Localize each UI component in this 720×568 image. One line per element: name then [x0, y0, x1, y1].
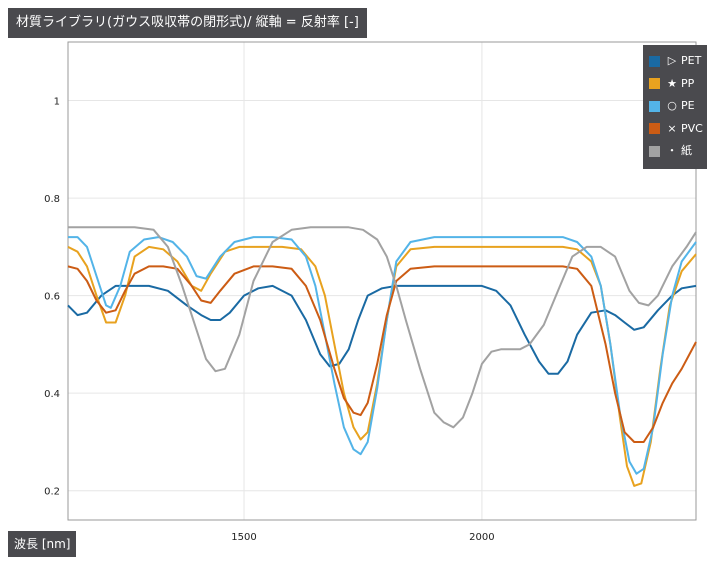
- chart-title: 材質ライブラリ(ガウス吸収帯の閉形式)/ 縦軸 = 反射率 [-]: [8, 8, 367, 38]
- legend-label: PET: [681, 54, 702, 67]
- legend-item[interactable]: ★ PP: [649, 76, 694, 92]
- series-layer: [67, 226, 697, 487]
- legend-marker: ★: [667, 76, 677, 90]
- legend: ▷ PET ★ PP ○ PE × PVC ・紙: [643, 45, 707, 169]
- series-line-2: [68, 236, 697, 475]
- x-axis-label: 波長 [nm]: [8, 531, 77, 557]
- y-tick-label: 0.2: [44, 487, 60, 498]
- legend-swatch: [649, 123, 660, 134]
- legend-swatch: [649, 78, 660, 89]
- legend-label: 紙: [681, 144, 692, 157]
- x-tick-label: 2000: [469, 532, 494, 543]
- legend-marker: ▷: [667, 54, 677, 67]
- grid-lines: [68, 42, 696, 520]
- legend-item[interactable]: ・紙: [649, 143, 692, 159]
- y-tick-label: 0.4: [44, 389, 60, 400]
- series-line-0: [67, 284, 697, 375]
- legend-marker: ・: [666, 144, 678, 157]
- legend-marker: ×: [667, 121, 677, 135]
- x-tick-label: 1500: [231, 532, 256, 543]
- legend-swatch: [649, 145, 660, 157]
- legend-swatch: [649, 100, 660, 112]
- y-tick-label: 0.8: [44, 194, 60, 205]
- legend-item[interactable]: ▷ PET: [649, 53, 701, 69]
- legend-item[interactable]: × PVC: [649, 121, 703, 137]
- y-tick-label: 1: [54, 97, 60, 108]
- legend-swatch: [649, 55, 660, 67]
- series-line-4: [68, 226, 697, 429]
- legend-label: PP: [681, 76, 695, 90]
- tick-labels: 0.2 0.4 0.6 0.8 1 1500 2000: [44, 97, 495, 543]
- legend-item[interactable]: ○ PE: [649, 98, 695, 114]
- series-line-1: [67, 245, 697, 487]
- legend-marker: ○: [667, 99, 677, 112]
- legend-label: PVC: [681, 121, 703, 135]
- series-line-3: [67, 265, 697, 443]
- y-tick-label: 0.6: [44, 292, 60, 303]
- plot-area: [67, 41, 697, 521]
- legend-label: PE: [681, 99, 695, 112]
